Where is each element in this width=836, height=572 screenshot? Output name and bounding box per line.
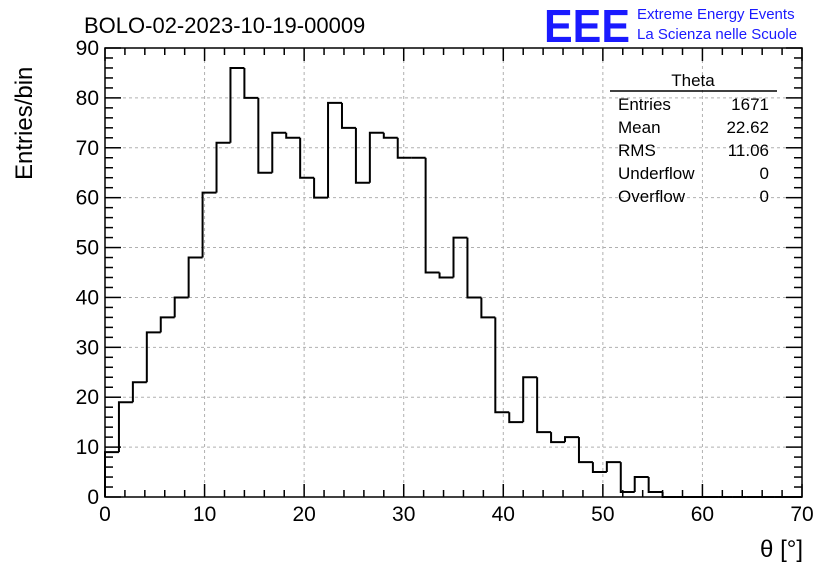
stats-value: 0 [760, 164, 769, 183]
histogram-bin [647, 477, 663, 494]
histogram-bin [159, 316, 175, 333]
histogram-bin [354, 127, 370, 184]
stats-label: Entries [618, 95, 671, 114]
histogram-series [104, 66, 802, 498]
histogram-bin [187, 256, 203, 298]
histogram-bin [564, 436, 579, 443]
histogram-bin [382, 132, 398, 139]
plot-border [104, 47, 803, 498]
grid [105, 48, 802, 497]
x-tick-label: 70 [790, 503, 813, 526]
stats-label: Underflow [618, 164, 695, 183]
histogram-bin [633, 476, 649, 493]
histogram-bin [424, 157, 440, 274]
histogram-bin [243, 67, 259, 99]
y-tick-label: 40 [76, 286, 99, 309]
stats-label: Mean [618, 118, 661, 137]
histogram-bin [591, 462, 607, 474]
histogram-bin [340, 102, 356, 129]
x-tick-label: 0 [99, 503, 111, 526]
x-tick-label: 10 [193, 503, 216, 526]
chart-title: BOLO-02-2023-10-19-00009 [84, 13, 365, 38]
histogram-bin [215, 141, 231, 193]
histogram-bin [536, 377, 552, 434]
histogram-bin [522, 376, 538, 423]
histogram-bin [145, 331, 161, 383]
logo-line-1: Extreme Energy Events [637, 6, 795, 23]
x-tick-label: 20 [292, 503, 315, 526]
histogram-bin [131, 381, 147, 403]
histogram-bin [173, 296, 189, 318]
histogram-bin [619, 462, 635, 494]
x-axis-ticks: 0 10 20 30 40 50 60 70 [99, 48, 814, 526]
histogram-bin [480, 297, 496, 319]
histogram-bin [368, 131, 384, 183]
histogram-bin [327, 101, 342, 198]
histogram-bin [229, 66, 245, 143]
stats-value: 0 [760, 187, 769, 206]
y-tick-label: 0 [87, 486, 99, 509]
y-tick-label: 80 [76, 87, 99, 110]
x-tick-label: 40 [492, 503, 515, 526]
y-axis-ticks: 0 10 20 30 40 50 60 70 80 90 [76, 37, 802, 509]
y-tick-label: 20 [76, 386, 99, 409]
histogram-bin [117, 401, 133, 453]
histogram-bin [550, 432, 566, 444]
eee-logo: EEE Extreme Energy Events La Scienza nel… [544, 0, 797, 52]
stats-label: Overflow [618, 187, 686, 206]
histogram-bin [257, 97, 273, 174]
histogram-bin [577, 437, 593, 464]
stats-label: RMS [618, 141, 656, 160]
histogram-bin [104, 451, 119, 497]
stats-value: 11.06 [728, 141, 769, 160]
logo-mark: EEE [544, 0, 630, 52]
histogram-bin [452, 236, 468, 278]
histogram-bin [396, 137, 412, 159]
x-tick-label: 60 [691, 503, 714, 526]
stats-box: Theta Entries 1671 Mean 22.62 RMS 11.06 Underf… [610, 71, 777, 206]
stats-value: 22.62 [726, 118, 769, 137]
x-tick-label: 50 [591, 503, 614, 526]
x-axis-label: θ [°] [760, 536, 803, 563]
stats-box-title: Theta [671, 71, 715, 90]
histogram-bin [271, 131, 287, 173]
histogram-bin [605, 461, 621, 473]
y-tick-label: 90 [76, 37, 99, 60]
plot-frame [104, 47, 803, 498]
y-tick-label: 10 [76, 436, 99, 459]
histogram-bin [299, 137, 315, 179]
stats-value: 1671 [731, 95, 769, 114]
histogram-bin [313, 177, 329, 199]
y-tick-label: 70 [76, 137, 99, 160]
histogram-bin [494, 317, 510, 414]
y-tick-label: 50 [76, 237, 99, 260]
histogram-bin [201, 191, 217, 258]
histogram-bin [508, 412, 524, 424]
histogram-bin [438, 272, 454, 279]
y-tick-label: 60 [76, 187, 99, 210]
histogram-bin [466, 237, 482, 299]
histogram-bin [285, 132, 301, 139]
y-tick-label: 30 [76, 336, 99, 359]
logo-line-2: La Scienza nelle Scuole [637, 26, 797, 43]
y-axis-label: Entries/bin [11, 67, 38, 180]
x-tick-label: 30 [392, 503, 415, 526]
